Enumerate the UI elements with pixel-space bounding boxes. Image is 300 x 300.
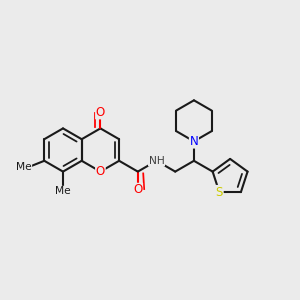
Text: S: S <box>216 186 223 199</box>
Text: NH: NH <box>149 156 164 166</box>
Text: Me: Me <box>55 187 71 196</box>
Text: O: O <box>133 184 142 196</box>
Text: O: O <box>96 165 105 178</box>
Text: N: N <box>190 135 198 148</box>
Text: Me: Me <box>16 162 32 172</box>
Text: O: O <box>96 106 105 119</box>
